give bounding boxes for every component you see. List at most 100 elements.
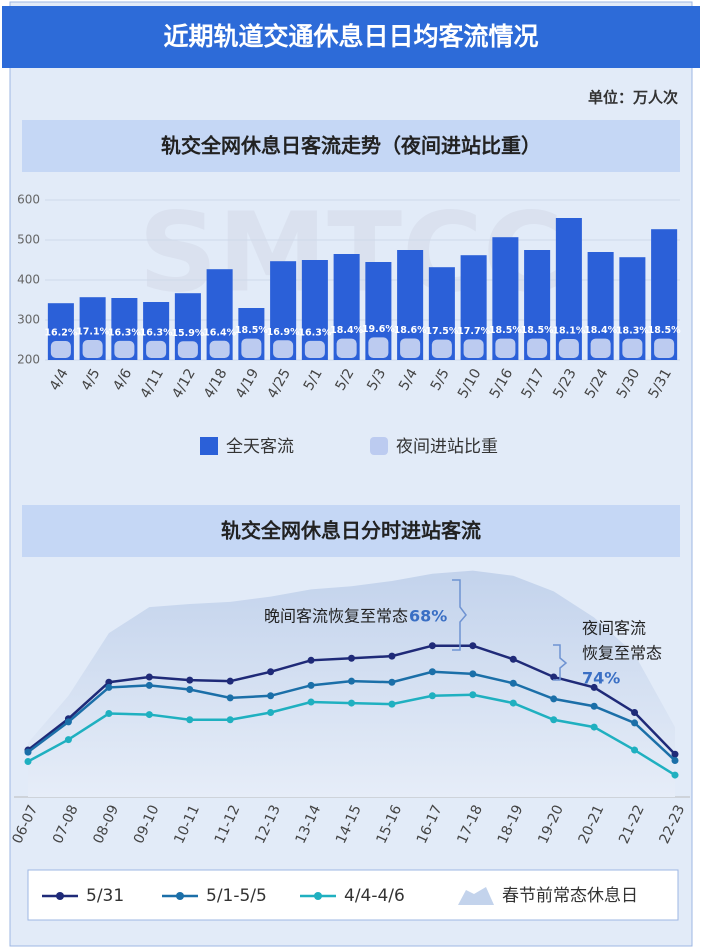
night-share-box [114,340,135,358]
night-share-box [622,338,643,358]
point [428,642,436,650]
point [186,686,194,694]
night-share-box [177,341,198,358]
chart-title: 轨交全网休息日分时进站客流 [221,519,481,543]
point [105,678,113,686]
annotation: 晚间客流恢复至常态 [264,607,408,626]
point [307,698,315,706]
night-share-box [463,339,484,358]
point [509,699,517,707]
y-tick-label: 400 [17,273,40,287]
point [267,692,275,700]
value-label: 16.3% [108,327,141,338]
night-share-box [558,338,579,358]
night-share-box [241,338,262,358]
legend-swatch [200,437,218,455]
point [348,699,355,707]
point [145,681,153,689]
legend-swatch [56,892,64,900]
point [428,668,436,676]
point [307,656,315,664]
point [428,692,436,700]
point [631,708,639,716]
point [267,708,275,716]
night-share-box [273,340,294,358]
value-label: 18.3% [616,325,649,336]
legend-label: 春节前常态休息日 [502,886,638,906]
value-label: 19.6% [362,324,395,335]
point [469,691,477,699]
point [590,723,598,731]
point [509,679,517,687]
point [348,654,355,662]
point [64,718,72,726]
point [671,756,679,764]
value-label: 18.5% [235,325,268,336]
point [24,758,32,766]
legend-box [27,869,679,921]
point [267,668,275,676]
y-tick-label: 200 [17,353,40,367]
value-label: 16.4% [203,327,236,338]
night-share-box [400,338,421,358]
point [388,700,396,708]
legend-label: 5/31 [86,886,124,906]
header-bar [2,6,700,68]
point [590,683,598,691]
value-label: 16.3% [298,327,331,338]
night-share-box [654,338,675,358]
value-label: 16.2% [44,327,77,338]
night-share-box [82,340,103,358]
legend-swatch [176,892,184,900]
point [226,694,234,702]
annotation-value: 74% [582,669,620,688]
value-label: 18.5% [648,325,681,336]
legend-swatch [458,887,494,905]
point [388,678,396,686]
value-label: 18.6% [394,325,427,336]
y-tick-label: 500 [17,233,40,247]
point [348,677,355,685]
y-tick-label: 300 [17,313,40,327]
value-label: 18.5% [521,325,554,336]
point [64,736,72,744]
legend-swatch [314,892,322,900]
night-share-box [50,340,71,358]
point [550,673,558,681]
value-label: 17.1% [76,327,109,338]
point [590,702,598,710]
chart-title: 轨交全网休息日客流走势（夜间进站比重） [161,134,541,158]
bracket [452,579,467,651]
night-share-box [368,337,389,358]
point [226,677,234,685]
bar [651,229,678,360]
point [550,695,558,703]
value-label: 15.9% [171,328,204,339]
point [550,716,558,724]
point [469,642,477,650]
value-label: 16.3% [140,327,173,338]
value-label: 18.5% [489,325,522,336]
point [388,652,396,660]
legend-swatch [370,437,388,455]
annotation: 夜间客流 [582,619,646,638]
value-label: 18.4% [584,325,617,336]
point [469,670,477,678]
bar [555,218,582,360]
point [671,750,679,758]
legend-label: 5/1-5/5 [206,886,267,906]
chart-title-box [22,120,680,172]
y-tick-label: 600 [17,193,40,207]
value-label: 16.9% [267,327,300,338]
value-label: 17.7% [457,326,490,337]
night-share-box [431,339,452,358]
chart-title-box [22,505,680,557]
legend-label: 全天客流 [226,437,294,457]
value-label: 17.5% [425,326,458,337]
night-share-box [590,338,611,358]
point [105,710,113,718]
point [145,673,153,681]
point [226,716,234,724]
annotation: 恢复至常态 [582,644,662,663]
